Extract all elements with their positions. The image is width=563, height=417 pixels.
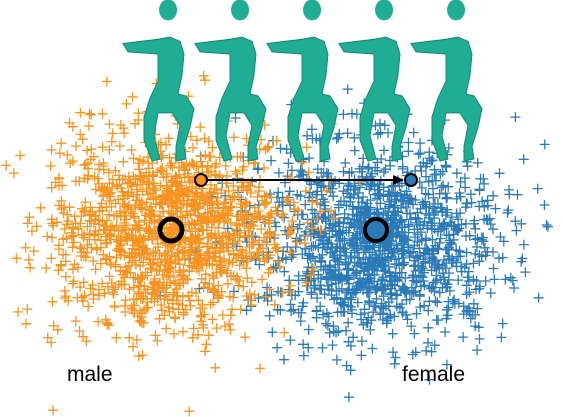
arrow-head (393, 175, 404, 185)
male-label: male (67, 363, 113, 386)
body-figure (338, 0, 411, 162)
female-centroid (363, 217, 389, 243)
start-point (194, 173, 208, 187)
male-points (1, 70, 365, 417)
end-point (404, 173, 418, 187)
body-figure (410, 0, 483, 162)
male-centroid (157, 216, 185, 244)
body-figure (122, 0, 195, 162)
body-figure (266, 0, 339, 162)
body-figures (122, 0, 483, 162)
female-label: female (402, 363, 465, 386)
